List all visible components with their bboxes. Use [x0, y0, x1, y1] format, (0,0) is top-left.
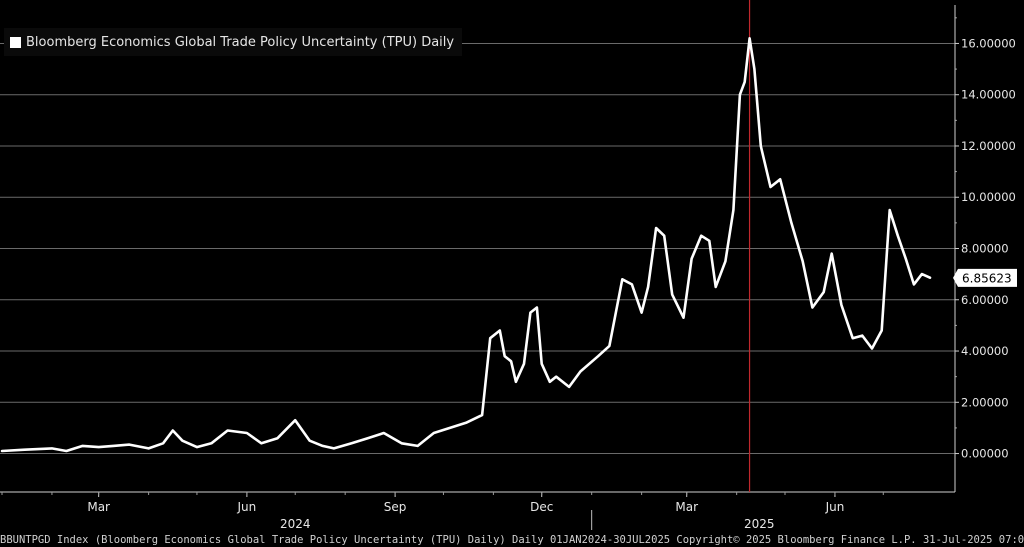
x-tick-label: Dec	[530, 500, 553, 514]
x-tick-label: Jun	[825, 500, 845, 514]
y-tick-label: 12.00000	[961, 139, 1016, 153]
last-value-label: 6.85623	[962, 271, 1012, 285]
gridlines	[0, 42, 955, 455]
y-tick-label: 0.00000	[961, 447, 1009, 461]
x-axis: Mar Jun Sep Dec Mar Jun 2024 2025	[0, 491, 955, 531]
y-tick-label: 2.00000	[961, 395, 1009, 409]
y-tick-label: 10.00000	[961, 190, 1016, 204]
x-tick-label: Mar	[87, 500, 110, 514]
year-label: 2024	[280, 517, 311, 531]
x-tick-label: Sep	[384, 500, 407, 514]
legend-label: Bloomberg Economics Global Trade Policy …	[26, 34, 455, 50]
y-tick-label: 14.00000	[961, 88, 1016, 102]
y-tick-label: 6.00000	[961, 293, 1009, 307]
legend: Bloomberg Economics Global Trade Policy …	[4, 28, 463, 56]
legend-swatch	[10, 36, 21, 48]
y-tick-label: 4.00000	[961, 344, 1009, 358]
year-label: 2025	[744, 517, 775, 531]
x-tick-label: Jun	[237, 500, 257, 514]
y-axis: 0.00000 2.00000 4.00000 6.00000 8.00000 10.00…	[954, 5, 1016, 492]
x-tick-label: Mar	[675, 500, 698, 514]
last-value-box	[953, 268, 1017, 287]
tpu-line-chart: Mar Jun Sep Dec Mar Jun 2024 2025 0.00000 2.0000…	[0, 0, 1017, 531]
series-line-tpu	[0, 37, 932, 453]
series	[0, 37, 932, 453]
last-value: 6.85623	[953, 268, 1017, 287]
y-tick-label: 8.00000	[961, 242, 1009, 256]
footer-source: BBUNTPGD Index (Bloomberg Economics Glob…	[0, 534, 1024, 546]
y-tick-label: 16.00000	[961, 36, 1016, 50]
